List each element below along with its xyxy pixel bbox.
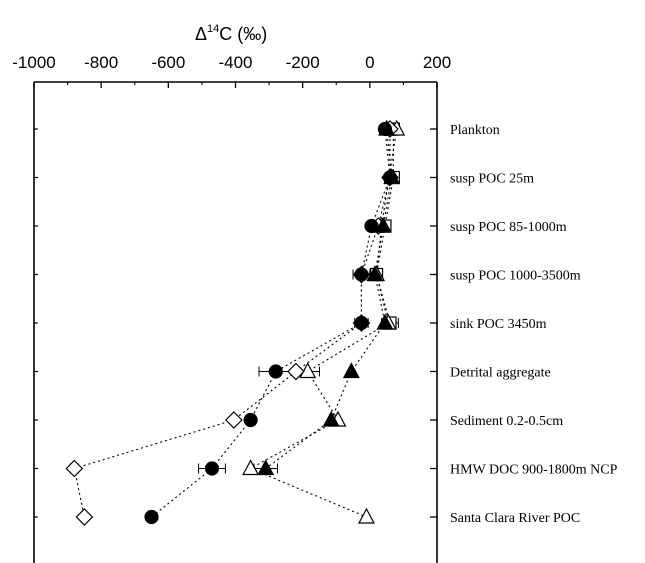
series-line-circle bbox=[151, 468, 213, 518]
series-line-triangle bbox=[265, 419, 332, 469]
point-triangle-filled bbox=[257, 459, 275, 476]
point-triangle-filled bbox=[342, 362, 360, 379]
series-line-triangle bbox=[330, 371, 352, 421]
category-label: Plankton bbox=[450, 123, 500, 138]
point-triangle-open bbox=[357, 507, 375, 524]
point-circle bbox=[354, 315, 369, 331]
series-line-triangle-open bbox=[376, 274, 389, 324]
point-circle bbox=[144, 509, 159, 525]
series-line-triangle-open bbox=[250, 419, 339, 469]
point-circle bbox=[243, 412, 258, 428]
x-tick-label: 200 bbox=[423, 53, 451, 72]
category-label: Detrital aggregate bbox=[450, 366, 551, 381]
category-label: sink POC 3450m bbox=[450, 317, 547, 332]
x-tick-label: -600 bbox=[151, 53, 185, 72]
series-line-circle bbox=[384, 128, 391, 178]
category-label: HMW DOC 900-1800m NCP bbox=[450, 463, 618, 478]
category-label: susp POC 25m bbox=[450, 172, 534, 187]
series-line-circle bbox=[360, 225, 373, 275]
point-triangle-open bbox=[299, 362, 317, 379]
series-line-circle bbox=[250, 371, 277, 421]
x-tick-label: 0 bbox=[365, 53, 374, 72]
point-diamond bbox=[65, 459, 84, 478]
series-line-triangle bbox=[382, 177, 393, 227]
category-ticks: Plankton susp POC 25m susp POC 85-1000m sus… bbox=[430, 123, 618, 526]
axes bbox=[33, 81, 438, 563]
x-tick-label: -1000 bbox=[12, 53, 55, 72]
point-triangle-filled bbox=[322, 410, 340, 427]
series-line-diamond bbox=[74, 419, 234, 470]
x-tick-label: -400 bbox=[218, 53, 252, 72]
point-triangle-filled bbox=[374, 216, 392, 233]
category-label: susp POC 1000-3500m bbox=[450, 269, 581, 284]
series-line-diamond bbox=[73, 468, 85, 518]
point-circle bbox=[354, 267, 369, 282]
series-line-square-open bbox=[384, 177, 394, 227]
point-diamond bbox=[75, 508, 94, 526]
point-triangle-filled bbox=[376, 313, 394, 330]
point-circle bbox=[204, 461, 220, 476]
category-label: Santa Clara River POC bbox=[450, 511, 580, 526]
point-circle bbox=[382, 170, 398, 185]
series-line-diamond bbox=[377, 177, 391, 227]
series-line-triangle-open bbox=[250, 467, 367, 518]
x-axis-title: Δ14C (‰) bbox=[195, 23, 267, 44]
series-line-square-open bbox=[376, 225, 386, 275]
point-diamond bbox=[287, 362, 305, 381]
data-points bbox=[65, 119, 406, 526]
point-triangle-filled bbox=[366, 265, 384, 282]
point-triangle-open bbox=[242, 459, 260, 476]
series-line-diamond bbox=[360, 225, 379, 275]
point-circle bbox=[364, 218, 379, 234]
series-line-triangle-open bbox=[307, 322, 389, 372]
series-line-diamond bbox=[295, 322, 362, 372]
series-lines bbox=[73, 128, 398, 518]
series-line-triangle-open bbox=[376, 225, 383, 275]
category-label: Sediment 0.2-0.5cm bbox=[450, 414, 563, 429]
series-line-triangle bbox=[350, 322, 386, 372]
point-circle bbox=[377, 121, 393, 137]
series-line-triangle-open bbox=[307, 371, 339, 421]
x-tick-label: -200 bbox=[286, 53, 320, 72]
series-line-circle bbox=[211, 419, 252, 469]
category-label: susp POC 85-1000m bbox=[450, 220, 567, 235]
point-diamond bbox=[224, 411, 243, 429]
series-line-triangle bbox=[374, 274, 386, 324]
series-line-circle bbox=[275, 322, 362, 372]
series-line-triangle-open bbox=[381, 128, 398, 227]
x-ticks: -1000 -800 -600 -400 -200 0 200 bbox=[12, 53, 451, 518]
series-line-diamond bbox=[233, 371, 297, 421]
point-circle bbox=[268, 364, 283, 379]
x-tick-label: -800 bbox=[84, 53, 118, 72]
series-line-circle bbox=[370, 177, 391, 227]
